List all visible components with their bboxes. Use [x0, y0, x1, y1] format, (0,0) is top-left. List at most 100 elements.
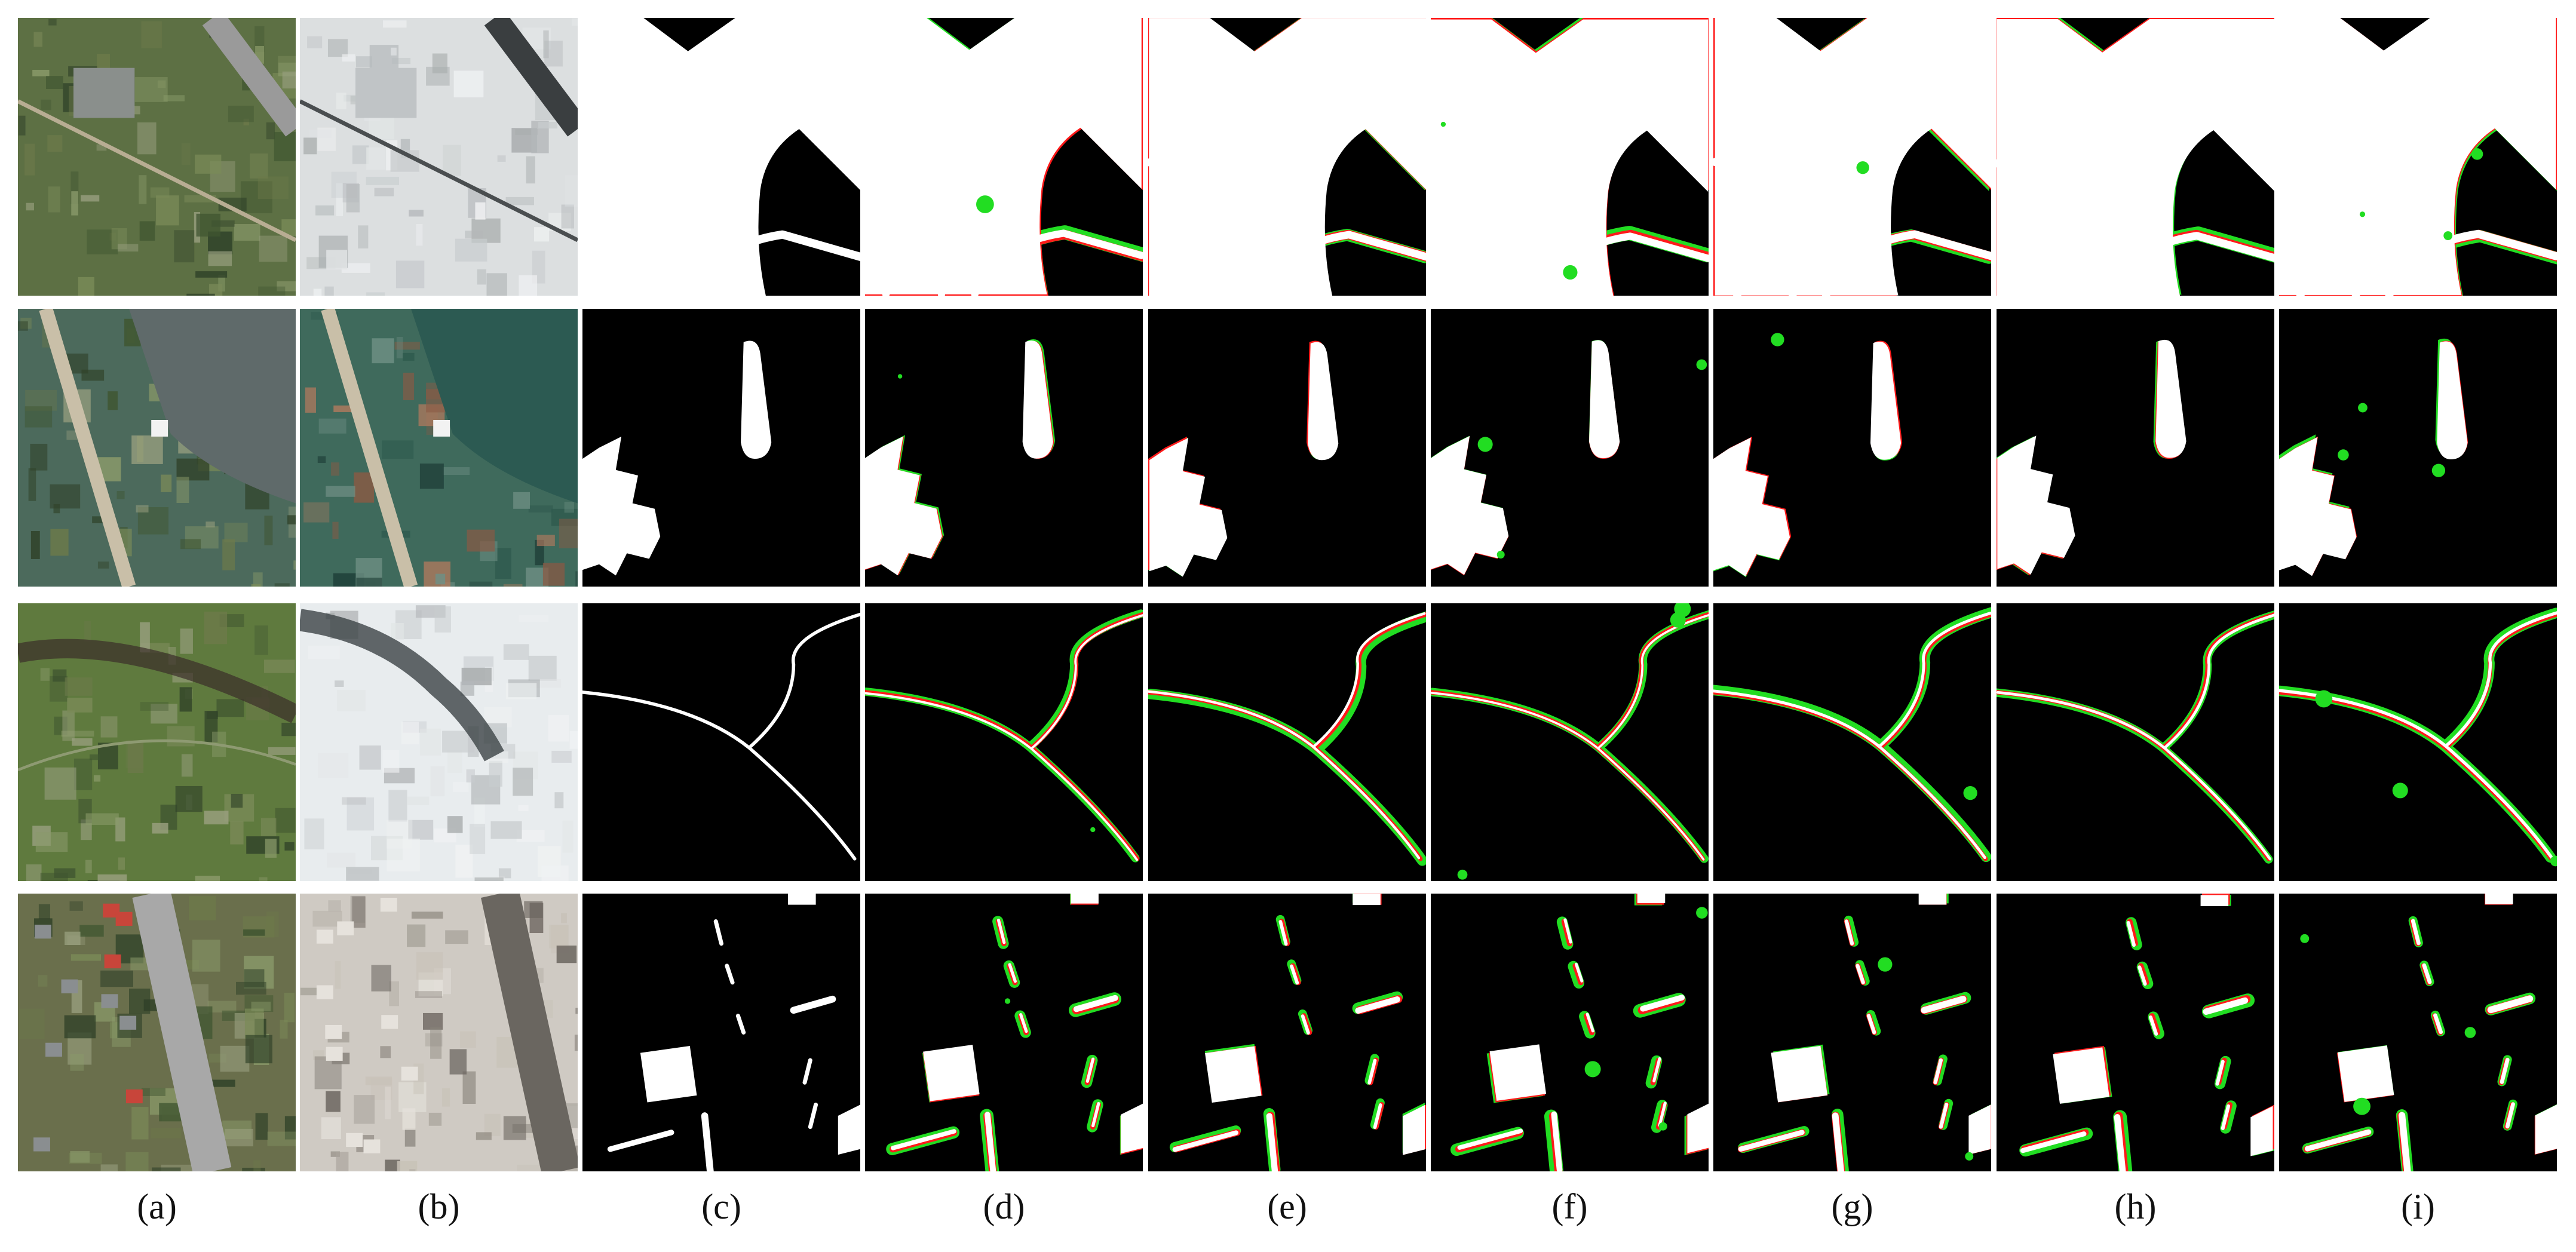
mask-region — [582, 436, 661, 576]
false-alarm-blob — [2359, 211, 2366, 217]
photo-texture — [18, 321, 28, 331]
photo-texture — [467, 529, 495, 552]
photo-texture — [475, 202, 486, 220]
mask-region — [923, 1045, 980, 1101]
mask-path — [689, 230, 860, 296]
photo-texture — [564, 502, 574, 513]
photo-house — [401, 1066, 418, 1081]
photo-texture — [328, 900, 341, 912]
photo-texture — [305, 387, 316, 413]
photo-texture — [281, 722, 296, 737]
tile-row3-c — [582, 603, 860, 881]
photo-texture — [48, 186, 60, 213]
mask-region — [1353, 894, 1381, 906]
photo-texture — [565, 175, 578, 207]
photo-house — [326, 1047, 343, 1061]
photo-texture — [225, 1128, 253, 1147]
photo-texture — [38, 904, 50, 919]
photo-house — [380, 897, 397, 912]
photo-pier — [39, 309, 136, 587]
photo-texture — [315, 205, 335, 216]
photo-texture — [385, 1159, 400, 1171]
mask-path — [2126, 920, 2158, 1036]
mask-path — [1278, 920, 1310, 1035]
mask-path — [910, 197, 992, 275]
photo-texture — [251, 584, 261, 587]
correct-layer — [1713, 341, 1902, 576]
correct-layer — [1997, 613, 2274, 861]
photo-texture — [188, 896, 216, 920]
mask-region — [1149, 18, 1426, 296]
mask-path — [1312, 612, 1426, 750]
photo-path — [300, 99, 578, 243]
photo-texture — [391, 57, 411, 65]
mask-path — [2398, 1112, 2411, 1171]
photo-texture — [47, 135, 63, 152]
photo-texture — [259, 877, 268, 881]
tile-row2-f — [1431, 309, 1709, 587]
photo-texture — [18, 115, 26, 136]
segmentation-mask — [1148, 309, 1426, 587]
photo-texture — [409, 1169, 416, 1171]
false-alarm-blob — [2315, 690, 2333, 708]
mask-path — [1030, 614, 1143, 750]
mask-region — [1489, 1044, 1547, 1101]
correct-layer — [2279, 341, 2468, 576]
column-label-e: (e) — [1267, 1187, 1307, 1226]
photo-texture — [24, 143, 35, 176]
photo-road — [481, 894, 578, 1171]
photo-texture — [260, 818, 277, 836]
correct-layer — [1457, 894, 1709, 1171]
photo-texture — [274, 132, 296, 161]
mask-region — [1402, 1104, 1425, 1155]
photo-texture — [346, 797, 375, 831]
mask-region — [788, 894, 816, 905]
photo-texture — [81, 195, 100, 202]
photo-texture — [318, 753, 349, 778]
photo-texture — [204, 611, 228, 645]
photo-texture — [365, 1076, 392, 1085]
mask-path — [1832, 1112, 1844, 1171]
photo-texture — [422, 1012, 443, 1030]
photo-texture — [327, 852, 355, 868]
false-alarm-blob — [1440, 121, 1446, 127]
photo-texture — [346, 867, 379, 881]
mask-path — [1431, 148, 1529, 296]
photo-texture — [280, 1020, 288, 1039]
photo-texture — [26, 202, 34, 211]
mask-region — [1149, 438, 1228, 577]
segmentation-mask — [2279, 603, 2557, 881]
photo-texture — [181, 143, 191, 165]
photo-texture — [435, 573, 446, 585]
photo-texture — [207, 1001, 237, 1013]
photo-texture — [137, 122, 157, 155]
mask-path — [891, 1129, 956, 1150]
tile-row1-g — [1713, 18, 1991, 296]
photo-texture — [73, 758, 93, 790]
false-alarm-blob — [1477, 437, 1493, 452]
mask-path — [582, 146, 682, 296]
photo-texture — [263, 659, 295, 673]
photo-texture — [141, 21, 162, 48]
mask-region — [2155, 339, 2186, 458]
mask-path — [2296, 127, 2455, 296]
photo-texture — [562, 820, 574, 853]
photo-texture — [394, 342, 420, 350]
photo-texture — [453, 70, 484, 97]
photo-texture — [416, 952, 443, 980]
mask-background — [1713, 603, 1991, 881]
photo-texture — [152, 823, 168, 834]
photo-texture — [548, 714, 569, 742]
photo-texture — [38, 975, 48, 987]
photo-texture — [206, 521, 215, 527]
photo-texture — [157, 80, 166, 88]
segmentation-mask — [1997, 18, 2274, 296]
photo-texture — [366, 292, 385, 296]
mask-region — [1121, 1103, 1143, 1154]
photo-texture — [50, 529, 69, 556]
photo-texture — [443, 467, 470, 475]
photo-texture — [81, 369, 105, 381]
photo-building — [73, 67, 135, 118]
photo-texture — [257, 176, 289, 200]
photo-texture — [30, 443, 48, 471]
